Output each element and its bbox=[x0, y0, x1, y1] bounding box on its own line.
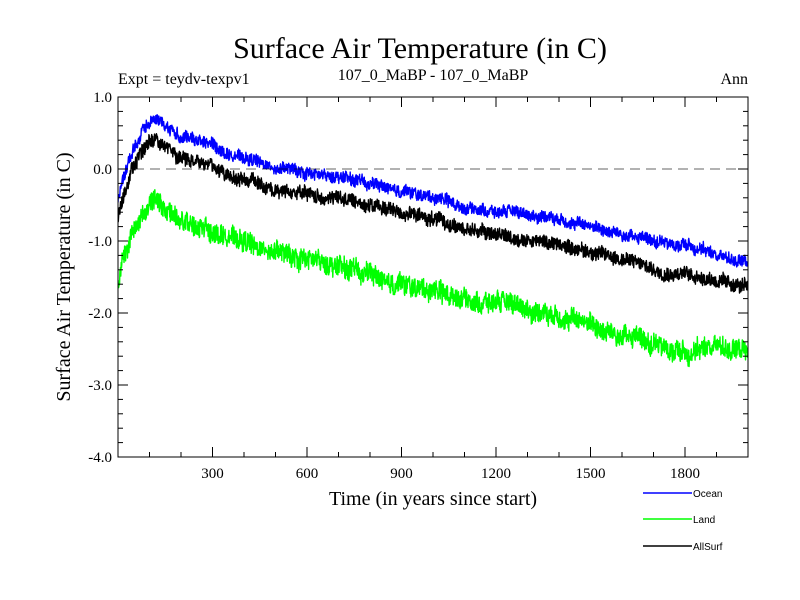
legend-label: AllSurf bbox=[693, 542, 723, 553]
x-tick-label: 1800 bbox=[670, 466, 700, 482]
chart-subtitle-right: Ann bbox=[720, 71, 748, 88]
y-tick-label: 1.0 bbox=[93, 90, 112, 106]
y-tick-label: 0.0 bbox=[93, 162, 112, 178]
x-tick-label: 1500 bbox=[576, 466, 606, 482]
x-tick-label: 900 bbox=[390, 466, 413, 482]
plot-area: 300 600 900 1200 1500 1800 1.0 0.0 -1.0 -2.0 -3.0 -… bbox=[88, 90, 749, 482]
x-axis-label: Time (in years since start) bbox=[329, 488, 537, 510]
y-axis-label: Surface Air Temperature (in C) bbox=[53, 152, 75, 401]
series-line-ocean bbox=[118, 113, 748, 268]
series-line-land bbox=[118, 189, 748, 368]
y-tick-label: -2.0 bbox=[88, 306, 112, 322]
x-tick-label: 300 bbox=[201, 466, 224, 482]
y-tick-label: -3.0 bbox=[88, 378, 112, 394]
plot-frame bbox=[117, 96, 749, 458]
x-tick-label: 600 bbox=[296, 466, 319, 482]
y-tick-label: -1.0 bbox=[88, 234, 112, 250]
legend-item-allsurf: AllSurf bbox=[643, 542, 723, 553]
chart-subtitle-left: Expt = teydv-texpv1 bbox=[118, 71, 250, 88]
series-layer bbox=[118, 113, 748, 368]
series-line-allsurf bbox=[118, 132, 748, 294]
ticks-layer: 300 600 900 1200 1500 1800 1.0 0.0 -1.0 -2.0 -3.0 -… bbox=[88, 90, 748, 482]
chart-subtitle-center: 107_0_MaBP - 107_0_MaBP bbox=[338, 67, 529, 84]
x-tick-label: 1200 bbox=[481, 466, 511, 482]
legend-label: Land bbox=[693, 515, 715, 526]
legend-item-land: Land bbox=[643, 515, 715, 526]
y-tick-label: -4.0 bbox=[88, 450, 112, 466]
legend-label: Ocean bbox=[693, 489, 722, 500]
chart-title: Surface Air Temperature (in C) bbox=[233, 32, 607, 65]
legend: Ocean Land AllSurf bbox=[643, 489, 723, 553]
legend-item-ocean: Ocean bbox=[643, 489, 722, 500]
